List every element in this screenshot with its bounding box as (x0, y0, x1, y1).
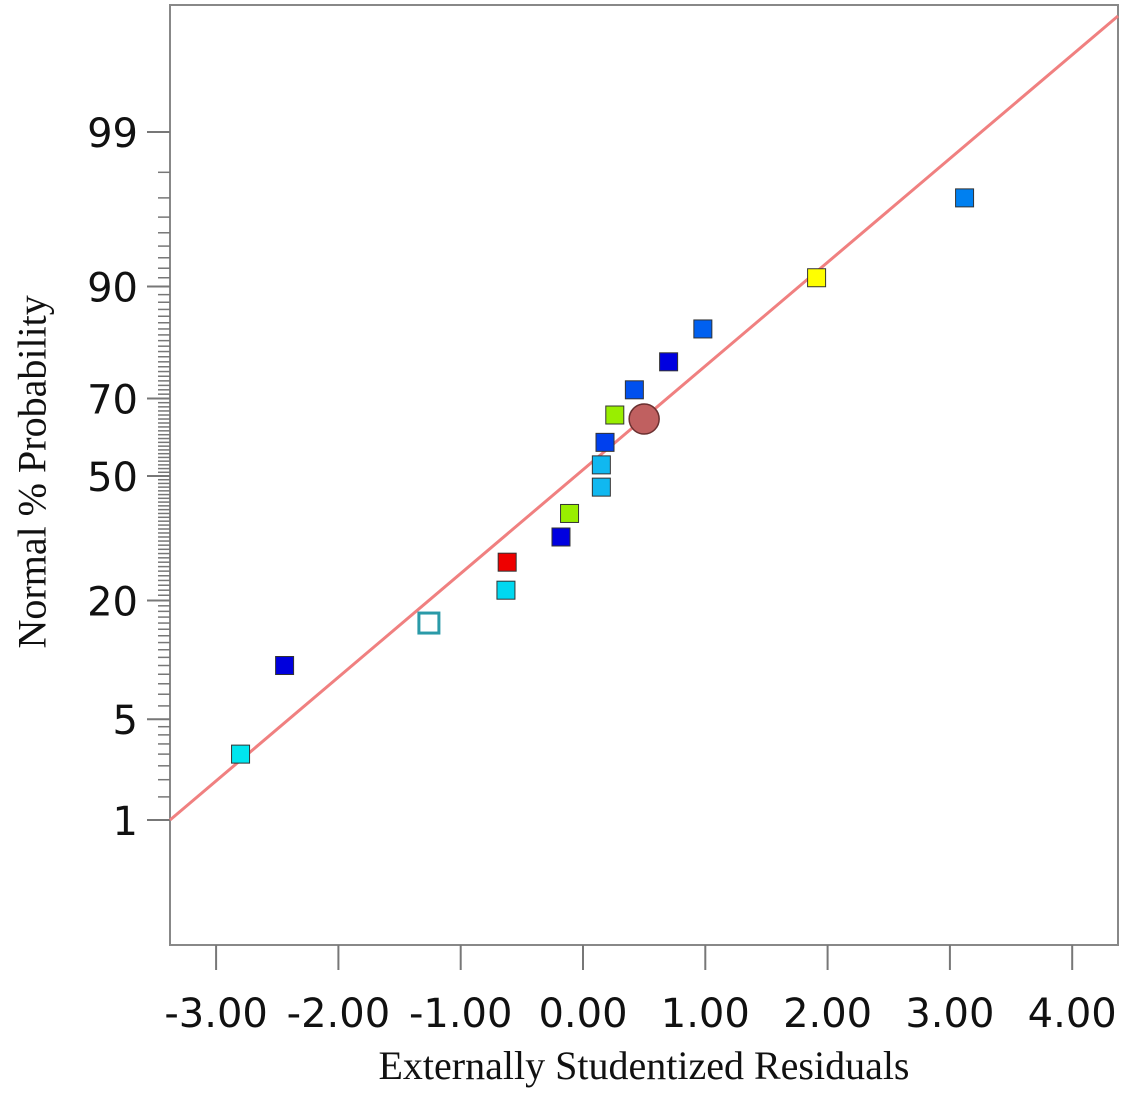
data-point-hollow (417, 611, 441, 635)
data-point (496, 580, 516, 600)
data-point (605, 405, 625, 425)
data-point (231, 744, 251, 764)
x-tick-label: 3.00 (905, 991, 994, 1037)
data-point (955, 188, 975, 208)
x-tick-label: 2.00 (783, 991, 872, 1037)
data-point (551, 527, 571, 547)
data-point (693, 319, 713, 339)
y-minor-ticks (158, 171, 170, 798)
y-tick-label: 20 (87, 579, 138, 625)
y-major-ticks: 1 5 20 50 70 90 99 (87, 111, 170, 845)
x-tick-label: -2.00 (287, 991, 391, 1037)
x-axis: -3.00 -2.00 -1.00 0.00 1.00 2.00 3.00 4.00 (164, 945, 1117, 1037)
x-axis-label: Externally Studentized Residuals (378, 1043, 910, 1088)
y-tick-label: 90 (87, 265, 138, 311)
data-point (497, 552, 517, 572)
x-tick-label: 1.00 (661, 991, 750, 1037)
y-tick-label: 99 (87, 111, 138, 157)
data-point (591, 455, 611, 475)
x-tick-label: 0.00 (538, 991, 627, 1037)
x-tick-label: 4.00 (1028, 991, 1117, 1037)
y-tick-label: 50 (87, 455, 138, 501)
y-tick-label: 5 (113, 698, 138, 744)
data-points (231, 188, 975, 764)
y-axis-label: Normal % Probability (9, 295, 55, 649)
data-point (624, 380, 644, 400)
x-tick-label: -1.00 (409, 991, 513, 1037)
data-point (659, 352, 679, 372)
x-tick-label: -3.00 (164, 991, 268, 1037)
data-point-circle (628, 403, 660, 435)
y-tick-label: 1 (113, 799, 138, 845)
y-tick-label: 70 (87, 377, 138, 423)
data-point (595, 432, 615, 452)
data-point (560, 503, 580, 523)
data-point (591, 477, 611, 497)
data-point (807, 268, 827, 288)
data-point (275, 656, 295, 676)
plot-area (169, 4, 1119, 946)
